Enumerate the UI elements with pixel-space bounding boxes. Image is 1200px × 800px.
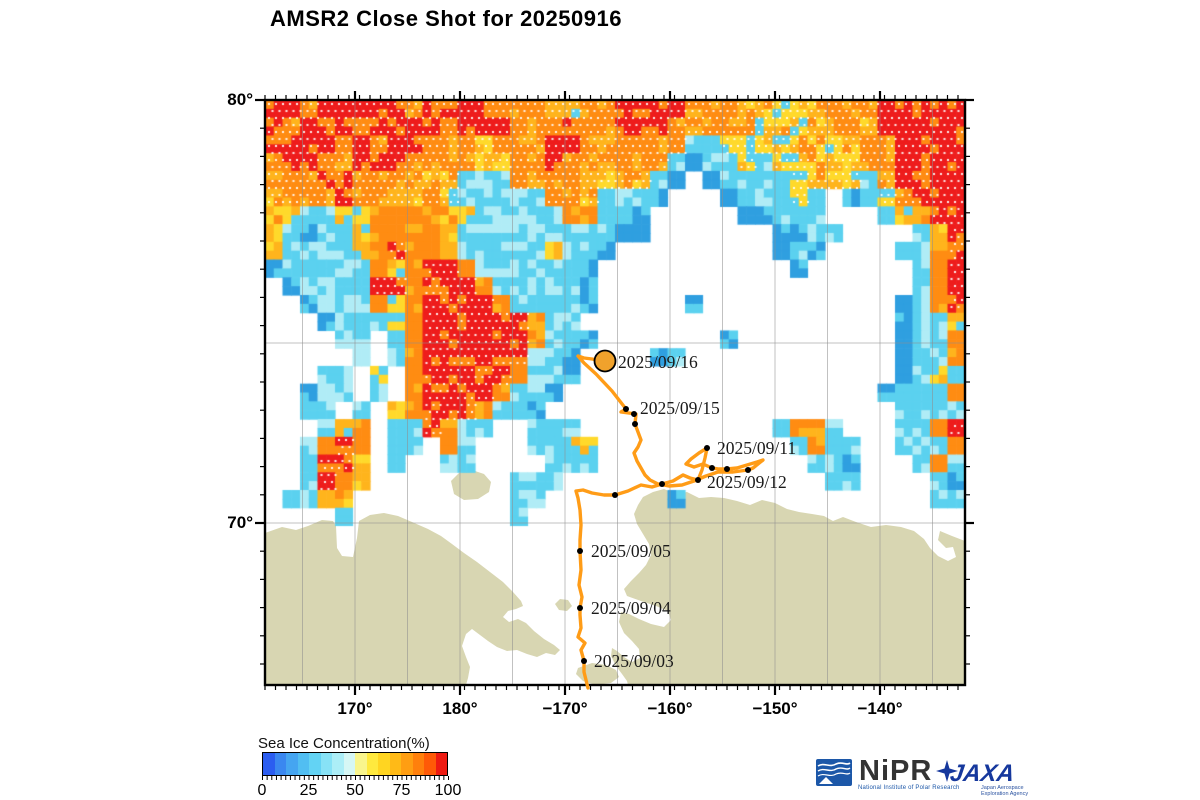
x-axis-label: −160° <box>647 699 693 718</box>
jaxa-logo: JAXA Japan Aerospace Exploration Agency <box>933 754 1033 798</box>
track-date-label: 2025/09/11 <box>717 438 796 458</box>
legend-color-segment <box>297 753 309 775</box>
legend-color-segment <box>332 753 344 775</box>
nipr-emblem-icon <box>816 759 852 786</box>
track-waypoint-dot <box>577 548 583 554</box>
legend-tick-label: 100 <box>434 782 462 799</box>
jaxa-logo-subtext-1: Japan Aerospace <box>981 785 1024 791</box>
y-axis-label: 80° <box>227 90 253 109</box>
jaxa-logo-text: JAXA <box>948 760 1016 787</box>
track-waypoint-dot <box>704 445 710 451</box>
legend-title: Sea Ice Concentration(%) <box>258 735 430 752</box>
x-axis-label: −170° <box>542 699 588 718</box>
y-axis-label: 70° <box>227 513 253 532</box>
track-waypoint-dot <box>577 605 583 611</box>
legend-tick-label: 50 <box>346 782 364 799</box>
legend-color-segment <box>366 753 378 775</box>
x-axis-label: 170° <box>337 699 373 718</box>
nipr-logo: NiPR <box>815 755 933 788</box>
track-date-label: 2025/09/15 <box>640 398 720 418</box>
track-date-label: 2025/09/12 <box>707 472 787 492</box>
track-waypoint-dot <box>695 477 701 483</box>
track-date-label: 2025/09/03 <box>594 651 674 671</box>
logo-area: NiPR National Institute of Polar Researc… <box>805 752 1035 798</box>
track-date-label: 2025/09/05 <box>591 541 671 561</box>
jaxa-logo-subtext-2: Exploration Agency <box>981 791 1028 797</box>
track-waypoint-dot <box>724 466 730 472</box>
map-frame <box>263 98 967 687</box>
jaxa-star-icon <box>936 760 958 782</box>
legend-color-segment <box>286 753 298 775</box>
nipr-logo-subtext: National Institute of Polar Research <box>858 785 960 791</box>
track-waypoint-dot <box>745 467 751 473</box>
track-date-label: 2025/09/16 <box>618 352 698 372</box>
legend-color-segment <box>412 753 424 775</box>
legend-color-segment <box>389 753 401 775</box>
legend-colorbar <box>262 752 448 776</box>
legend-tick-label: 25 <box>299 782 318 799</box>
legend-color-segment <box>274 753 286 775</box>
x-axis-label: −140° <box>857 699 903 718</box>
legend-color-segment <box>435 753 447 775</box>
legend-tick-marks <box>262 776 449 780</box>
legend-color-segment <box>355 753 367 775</box>
track-date-label: 2025/09/04 <box>591 598 671 618</box>
legend-tick-label: 75 <box>392 782 411 799</box>
nipr-logo-text: NiPR <box>859 755 933 787</box>
track-waypoint-dot <box>659 481 665 487</box>
legend-color-segment <box>320 753 332 775</box>
legend-color-segment <box>263 753 275 775</box>
legend-color-segment <box>309 753 321 775</box>
track-waypoint-dot <box>612 492 618 498</box>
legend-color-segment <box>343 753 355 775</box>
legend-color-segment <box>424 753 436 775</box>
current-position-marker <box>593 349 617 373</box>
legend-color-segment <box>401 753 413 775</box>
legend-tick-label: 0 <box>257 782 267 799</box>
track-waypoint-dot <box>581 658 587 664</box>
legend-tick-labels: 0 25 50 75 100 <box>258 782 462 800</box>
legend-color-segment <box>378 753 390 775</box>
track-waypoint-dot <box>709 465 715 471</box>
x-axis-label: −150° <box>752 699 798 718</box>
track-waypoint-dot <box>632 421 638 427</box>
x-axis-label: 180° <box>442 699 478 718</box>
track-waypoint-dot <box>631 411 637 417</box>
track-waypoint-dot <box>623 406 629 412</box>
